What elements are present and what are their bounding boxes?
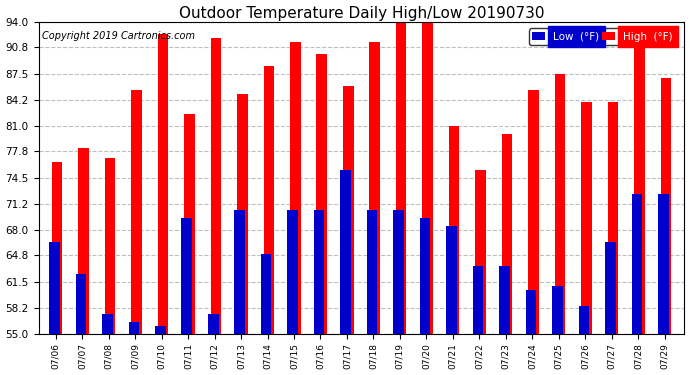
Bar	[526, 290, 536, 375]
Bar	[128, 322, 139, 375]
Bar	[369, 42, 380, 375]
Bar	[237, 94, 248, 375]
Bar	[634, 42, 644, 375]
Bar	[393, 210, 404, 375]
Bar	[287, 210, 298, 375]
Bar	[131, 90, 141, 375]
Bar	[499, 266, 510, 375]
Bar	[578, 306, 589, 375]
Bar	[552, 286, 562, 375]
Bar	[529, 90, 539, 375]
Bar	[184, 114, 195, 375]
Bar	[264, 66, 274, 375]
Bar	[608, 102, 618, 375]
Bar	[555, 74, 565, 375]
Bar	[343, 86, 353, 375]
Bar	[658, 194, 669, 375]
Title: Outdoor Temperature Daily High/Low 20190730: Outdoor Temperature Daily High/Low 20190…	[179, 6, 544, 21]
Bar	[157, 34, 168, 375]
Bar	[475, 170, 486, 375]
Bar	[660, 78, 671, 375]
Bar	[78, 148, 89, 375]
Bar	[448, 126, 460, 375]
Bar	[105, 158, 115, 375]
Bar	[181, 218, 192, 375]
Bar	[317, 54, 327, 375]
Bar	[155, 326, 166, 375]
Bar	[605, 242, 615, 375]
Bar	[473, 266, 483, 375]
Bar	[367, 210, 377, 375]
Bar	[581, 102, 592, 375]
Bar	[208, 314, 219, 375]
Bar	[261, 254, 271, 375]
Bar	[49, 242, 60, 375]
Bar	[102, 314, 112, 375]
Bar	[314, 210, 324, 375]
Bar	[235, 210, 245, 375]
Bar	[210, 38, 221, 375]
Bar	[340, 170, 351, 375]
Bar	[446, 226, 457, 375]
Text: Copyright 2019 Cartronics.com: Copyright 2019 Cartronics.com	[42, 31, 195, 41]
Bar	[76, 274, 86, 375]
Bar	[422, 22, 433, 375]
Legend: Low  (°F), High  (°F): Low (°F), High (°F)	[529, 28, 676, 45]
Bar	[631, 194, 642, 375]
Bar	[420, 218, 431, 375]
Bar	[502, 134, 513, 375]
Bar	[396, 22, 406, 375]
Bar	[52, 162, 62, 375]
Bar	[290, 42, 301, 375]
